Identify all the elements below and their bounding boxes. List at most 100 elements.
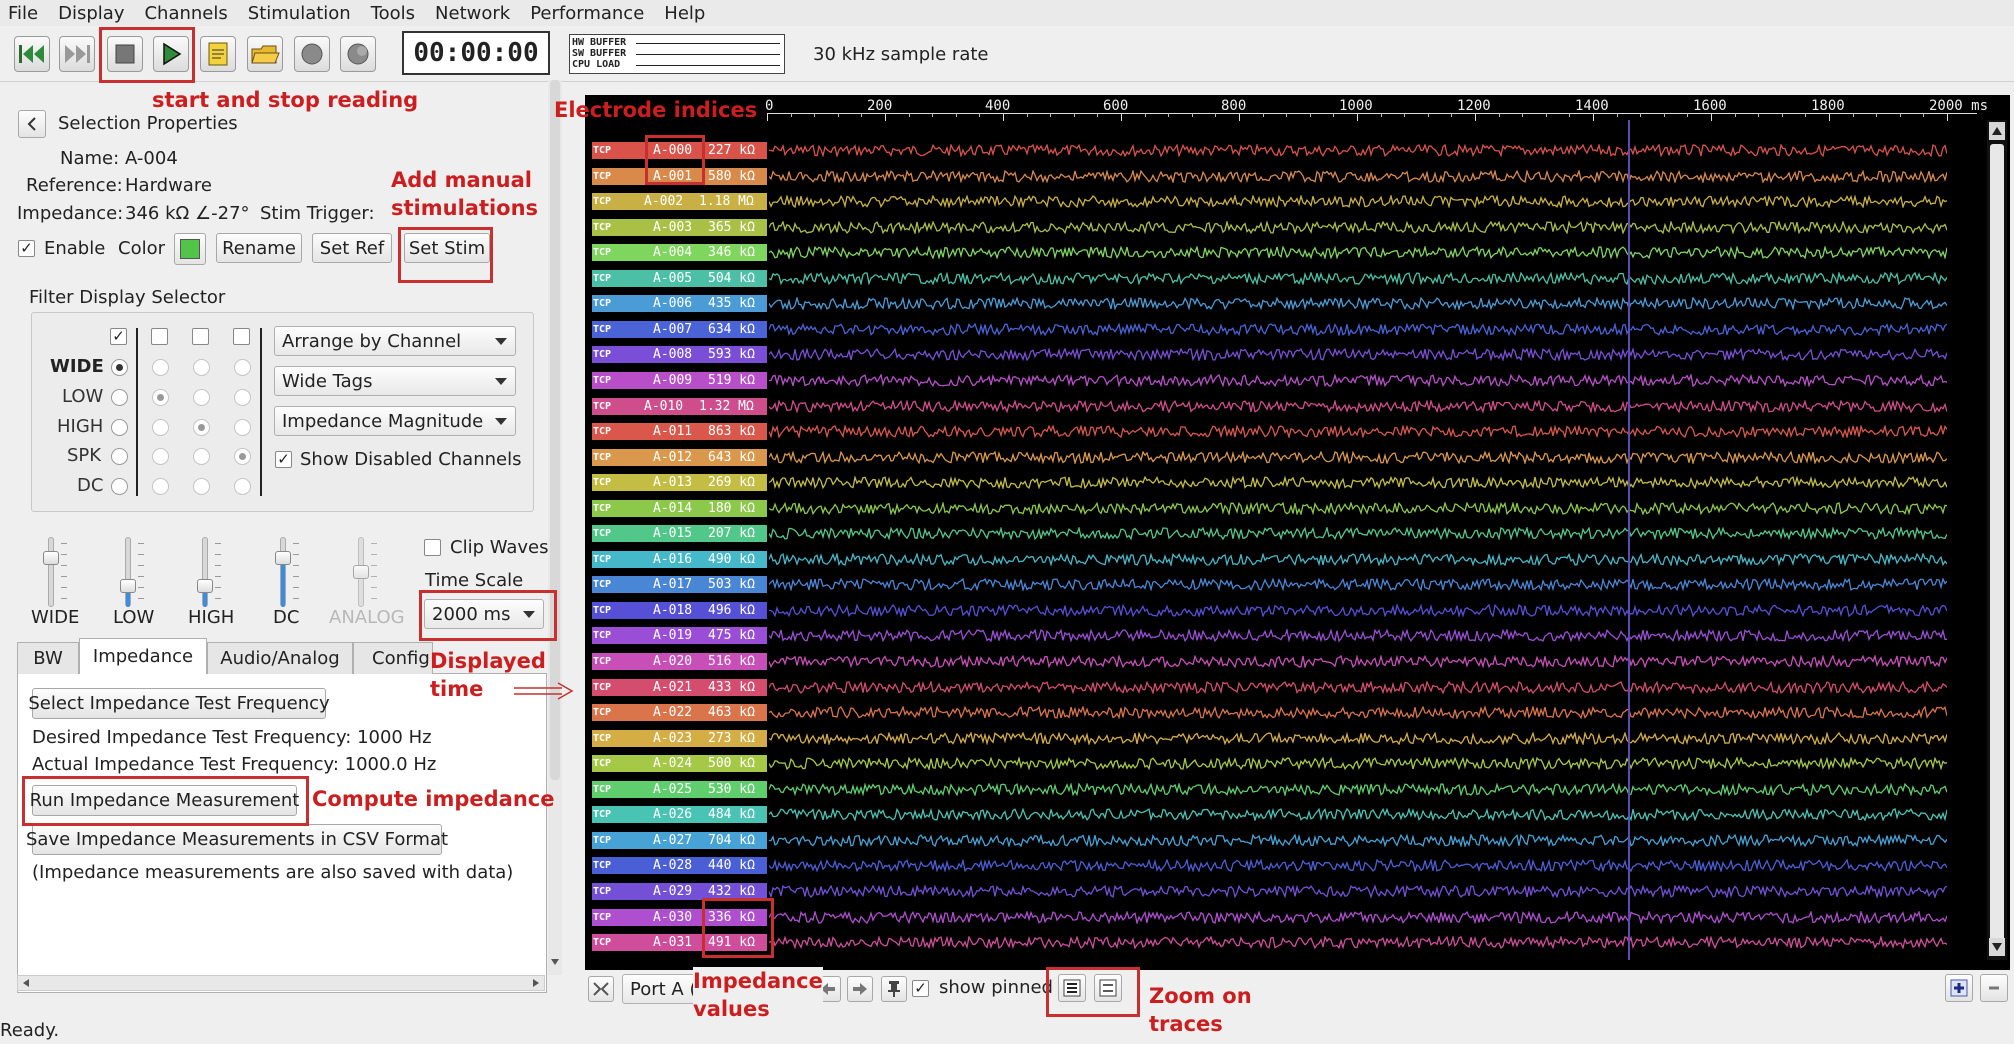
channel-row[interactable]: TCP A-029 432 kΩ — [592, 882, 1952, 901]
collapse-plot-button[interactable] — [588, 976, 614, 1002]
low-scale-slider[interactable] — [117, 537, 144, 607]
high-column-checkbox[interactable] — [192, 328, 209, 345]
enable-checkbox[interactable]: ✓ — [18, 240, 35, 257]
channel-tag[interactable]: TCP A-004 346 kΩ — [592, 244, 767, 262]
menu-network[interactable]: Network — [435, 2, 511, 24]
channel-tag[interactable]: TCP A-006 435 kΩ — [592, 295, 767, 313]
menu-tools[interactable]: Tools — [370, 2, 416, 24]
color-button[interactable] — [174, 233, 206, 265]
analog-scale-slider[interactable] — [350, 537, 377, 607]
collapse-panel-button[interactable] — [18, 110, 46, 138]
select-impedance-frequency-button[interactable]: Select Impedance Test Frequency — [28, 688, 330, 719]
channel-tag[interactable]: TCP A-026 484 kΩ — [592, 806, 767, 824]
radio-low-high[interactable] — [152, 419, 169, 436]
channel-tag[interactable]: TCP A-007 634 kΩ — [592, 320, 767, 338]
scrollbar-thumb[interactable] — [1990, 144, 2004, 944]
channel-row[interactable]: TCP A-027 704 kΩ — [592, 831, 1952, 850]
channel-row[interactable]: TCP A-021 433 kΩ — [592, 678, 1952, 697]
menu-file[interactable]: File — [8, 2, 39, 24]
radio-wide-dc[interactable] — [111, 478, 128, 495]
radio-wide-low[interactable] — [111, 389, 128, 406]
set-ref-button[interactable]: Set Ref — [312, 233, 392, 263]
spk-column-checkbox[interactable] — [233, 328, 250, 345]
tags-combo[interactable]: Wide Tags — [274, 366, 516, 396]
menu-display[interactable]: Display — [58, 2, 125, 24]
left-panel-horizontal-scrollbar[interactable] — [17, 975, 545, 991]
channel-row[interactable]: TCP A-003 365 kΩ — [592, 218, 1952, 237]
channel-row[interactable]: TCP A-008 593 kΩ — [592, 345, 1952, 364]
channel-tag[interactable]: TCP A-002 1.18 MΩ — [592, 193, 767, 211]
radio-wide-spk[interactable] — [111, 448, 128, 465]
radio-spk-high[interactable] — [234, 419, 251, 436]
menu-performance[interactable]: Performance — [530, 2, 645, 24]
radio-high-low[interactable] — [193, 389, 210, 406]
channel-row[interactable]: TCP A-002 1.18 MΩ — [592, 192, 1952, 211]
run-impedance-button[interactable]: Run Impedance Measurement — [30, 785, 299, 816]
scroll-up-button[interactable] — [1989, 122, 2005, 140]
channel-row[interactable]: TCP A-001 580 kΩ — [592, 167, 1952, 186]
channel-tag[interactable]: TCP A-008 593 kΩ — [592, 346, 767, 364]
channel-tag[interactable]: TCP A-015 207 kΩ — [592, 525, 767, 543]
fast-forward-button[interactable] — [59, 36, 95, 72]
channel-row[interactable]: TCP A-025 530 kΩ — [592, 780, 1952, 799]
clip-waves-checkbox[interactable] — [424, 539, 441, 556]
channel-row[interactable]: TCP A-010 1.32 MΩ — [592, 397, 1952, 416]
trigger-record-button[interactable] — [340, 36, 376, 72]
channel-row[interactable]: TCP A-018 496 kΩ — [592, 601, 1952, 620]
radio-spk-dc[interactable] — [234, 478, 251, 495]
channel-tag[interactable]: TCP A-014 180 kΩ — [592, 499, 767, 517]
rewind-button[interactable] — [14, 36, 50, 72]
radio-spk-spk[interactable] — [234, 448, 251, 465]
channel-row[interactable]: TCP A-007 634 kΩ — [592, 320, 1952, 339]
channel-tag[interactable]: TCP A-011 863 kΩ — [592, 423, 767, 441]
left-panel-vertical-scrollbar[interactable] — [548, 80, 562, 975]
channel-tag[interactable]: TCP A-003 365 kΩ — [592, 218, 767, 236]
radio-low-dc[interactable] — [152, 478, 169, 495]
channel-row[interactable]: TCP A-013 269 kΩ — [592, 473, 1952, 492]
channel-row[interactable]: TCP A-005 504 kΩ — [592, 269, 1952, 288]
channel-row[interactable]: TCP A-012 643 kΩ — [592, 448, 1952, 467]
set-stim-button[interactable]: Set Stim — [404, 233, 490, 263]
channel-row[interactable]: TCP A-019 475 kΩ — [592, 626, 1952, 645]
menu-help[interactable]: Help — [664, 2, 706, 24]
channel-tag[interactable]: TCP A-028 440 kΩ — [592, 857, 767, 875]
radio-wide-wide[interactable] — [111, 359, 128, 376]
channel-tag[interactable]: TCP A-025 530 kΩ — [592, 780, 767, 798]
channel-tag[interactable]: TCP A-012 643 kΩ — [592, 448, 767, 466]
plot-vertical-scrollbar[interactable] — [1987, 120, 2007, 960]
channel-row[interactable]: TCP A-009 519 kΩ — [592, 371, 1952, 390]
channel-tag[interactable]: TCP A-000 227 kΩ — [592, 142, 767, 159]
channel-row[interactable]: TCP A-031 491 kΩ — [592, 933, 1952, 952]
radio-low-low[interactable] — [152, 389, 169, 406]
slider-handle[interactable] — [43, 551, 59, 565]
open-folder-button[interactable] — [247, 36, 283, 72]
channel-tag[interactable]: TCP A-016 490 kΩ — [592, 550, 767, 568]
slider-handle[interactable] — [120, 579, 136, 593]
next-button[interactable] — [847, 976, 873, 1002]
tab-impedance[interactable]: Impedance — [79, 638, 207, 674]
channel-row[interactable]: TCP A-006 435 kΩ — [592, 294, 1952, 313]
channel-tag[interactable]: TCP A-027 704 kΩ — [592, 831, 767, 849]
channel-tag[interactable]: TCP A-017 503 kΩ — [592, 576, 767, 594]
channel-row[interactable]: TCP A-023 273 kΩ — [592, 729, 1952, 748]
scrollbar-thumb[interactable] — [550, 80, 560, 780]
channel-tag[interactable]: TCP A-018 496 kΩ — [592, 601, 767, 619]
show-pinned-checkbox[interactable]: ✓ — [912, 980, 929, 997]
menu-channels[interactable]: Channels — [144, 2, 228, 24]
channel-tag[interactable]: TCP A-001 580 kΩ — [592, 167, 767, 185]
add-plot-button[interactable] — [1945, 974, 1973, 1002]
channel-row[interactable]: TCP A-016 490 kΩ — [592, 550, 1952, 569]
channel-row[interactable]: TCP A-026 484 kΩ — [592, 805, 1952, 824]
notes-button[interactable] — [200, 36, 236, 72]
radio-spk-low[interactable] — [234, 389, 251, 406]
impedance-display-combo[interactable]: Impedance Magnitude — [274, 406, 516, 436]
channel-tag[interactable]: TCP A-024 500 kΩ — [592, 755, 767, 773]
slider-handle[interactable] — [353, 565, 369, 579]
stop-button[interactable] — [107, 36, 143, 72]
channel-tag[interactable]: TCP A-031 491 kΩ — [592, 934, 767, 952]
remove-plot-button[interactable] — [1980, 974, 2008, 1002]
channel-row[interactable]: TCP A-011 863 kΩ — [592, 422, 1952, 441]
high-scale-slider[interactable] — [194, 537, 221, 607]
menu-stimulation[interactable]: Stimulation — [247, 2, 351, 24]
channel-row[interactable]: TCP A-014 180 kΩ — [592, 499, 1952, 518]
